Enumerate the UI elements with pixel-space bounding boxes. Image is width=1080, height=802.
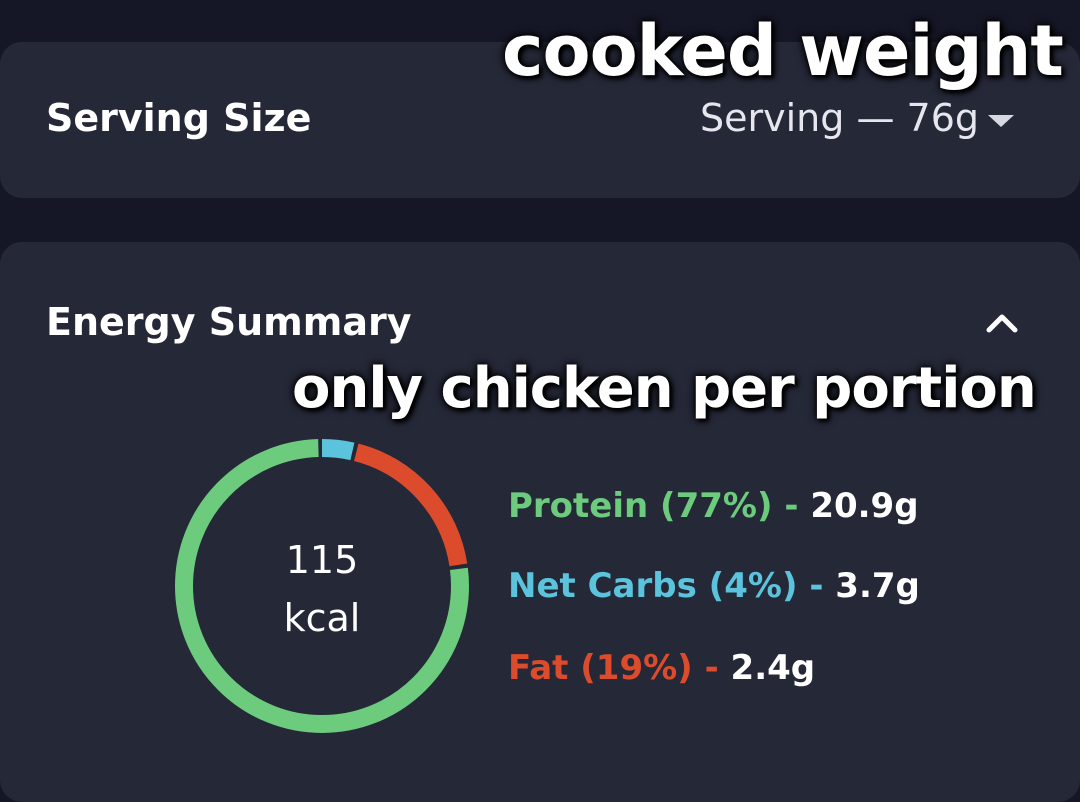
macro-net-carbs-label: Net Carbs (4%) bbox=[508, 566, 798, 606]
chevron-up-icon[interactable] bbox=[984, 308, 1020, 336]
macro-protein-separator: - bbox=[772, 486, 811, 526]
energy-summary-title: Energy Summary bbox=[46, 300, 412, 344]
macro-protein: Protein (77%) - 20.9g bbox=[508, 486, 919, 526]
calorie-unit: kcal bbox=[283, 596, 361, 640]
donut-segment-net-carbs bbox=[175, 439, 469, 733]
macro-net-carbs-separator: - bbox=[797, 566, 836, 606]
macro-protein-amount: 20.9g bbox=[810, 486, 919, 526]
serving-size-label: Serving Size bbox=[46, 96, 312, 140]
annotation-cooked-weight: cooked weight bbox=[502, 10, 1064, 92]
macro-donut-chart bbox=[175, 439, 469, 733]
macro-fat: Fat (19%) - 2.4g bbox=[508, 648, 815, 688]
serving-size-card[interactable] bbox=[0, 42, 1080, 198]
macro-fat-separator: - bbox=[692, 648, 731, 688]
macro-net-carbs-amount: 3.7g bbox=[835, 566, 920, 606]
macro-net-carbs: Net Carbs (4%) - 3.7g bbox=[508, 566, 920, 606]
macro-fat-amount: 2.4g bbox=[730, 648, 816, 688]
annotation-chicken-portion: only chicken per portion bbox=[292, 356, 1037, 421]
donut-segment-protein bbox=[175, 439, 469, 733]
calorie-value: 115 bbox=[285, 538, 359, 582]
macro-protein-label: Protein (77%) bbox=[508, 486, 773, 526]
energy-summary-card bbox=[0, 242, 1080, 802]
serving-size-dropdown[interactable]: Serving — 76g bbox=[700, 96, 980, 140]
caret-down-icon[interactable] bbox=[986, 112, 1016, 130]
macro-fat-label: Fat (19%) bbox=[508, 648, 693, 688]
